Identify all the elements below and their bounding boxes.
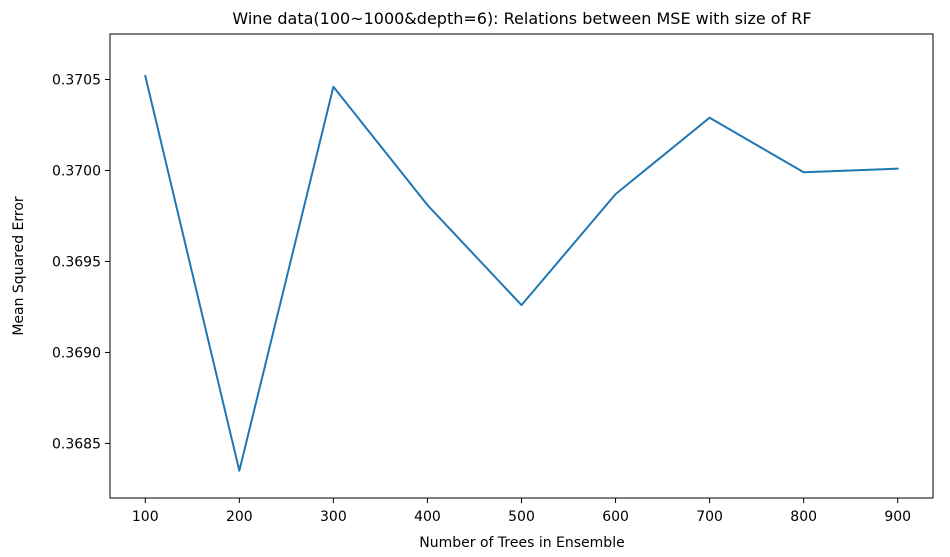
x-axis: 100 200 300 400 500 600 700 800 900 [132, 498, 911, 525]
x-tick-label: 500 [508, 509, 535, 525]
y-tick-label: 0.3690 [52, 345, 101, 361]
x-tick-label: 200 [226, 509, 253, 525]
x-tick-label: 600 [602, 509, 629, 525]
x-tick-label: 300 [320, 509, 347, 525]
y-tick-label: 0.3700 [52, 163, 101, 179]
x-axis-label: Number of Trees in Ensemble [419, 535, 624, 551]
x-tick-label: 900 [884, 509, 911, 525]
x-tick-label: 100 [132, 509, 159, 525]
y-tick-label: 0.3705 [52, 72, 101, 88]
x-tick-label: 400 [414, 509, 441, 525]
y-axis: 0.3685 0.3690 0.3695 0.3700 0.3705 [52, 72, 110, 452]
x-tick-label: 800 [790, 509, 817, 525]
series-line [144, 74, 899, 472]
plot-area-frame [109, 33, 934, 499]
y-tick-label: 0.3685 [52, 436, 101, 452]
y-tick-label: 0.3695 [52, 254, 101, 270]
y-axis-label: Mean Squared Error [11, 196, 27, 336]
x-tick-label: 700 [696, 509, 723, 525]
chart-title: Wine data(100~1000&depth=6): Relations b… [232, 9, 811, 28]
